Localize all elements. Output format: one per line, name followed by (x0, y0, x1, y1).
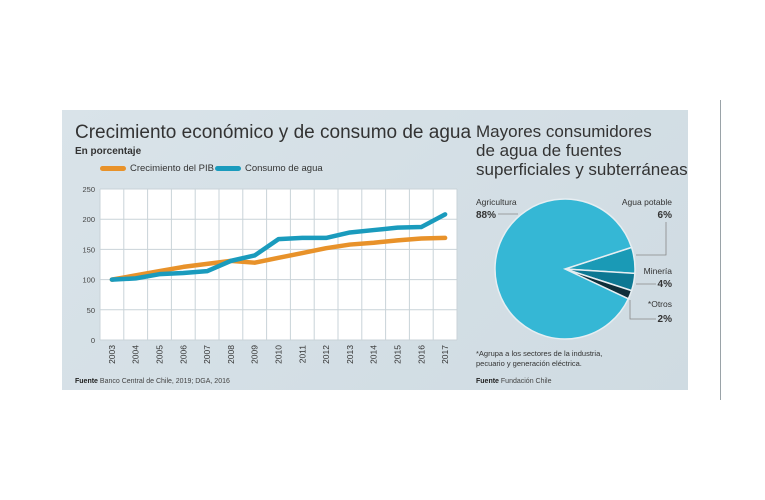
plot-area (100, 189, 457, 340)
legend-swatch-pib (100, 166, 126, 171)
pie-label: *Otros (648, 299, 672, 309)
pie-value: 2% (658, 314, 673, 325)
divider (720, 100, 721, 400)
x-tick-label: 2017 (440, 345, 450, 364)
line-chart-source: Fuente Banco Central de Chile, 2019; DGA… (75, 378, 230, 385)
title-line: de agua de fuentes (476, 141, 622, 160)
source-label: Fuente (476, 378, 499, 385)
x-tick-label: 2015 (393, 345, 403, 364)
title-line: Mayores consumidores (476, 122, 652, 141)
legend-swatch-agua (215, 166, 241, 171)
x-tick-label: 2008 (226, 345, 236, 364)
y-tick-label: 150 (82, 245, 95, 254)
line-chart-title: Crecimiento económico y de consumo de ag… (75, 122, 472, 143)
x-tick-label: 2007 (202, 345, 212, 364)
pie-value: 6% (658, 210, 673, 221)
legend-pib: Crecimiento del PIB (100, 163, 214, 174)
pie-value: 4% (658, 279, 673, 290)
x-tick-label: 2011 (297, 345, 307, 364)
y-tick-label: 0 (91, 336, 95, 345)
y-tick-label: 250 (82, 185, 95, 194)
pie-value: 88% (476, 210, 496, 221)
line-chart-subtitle: En porcentaje (75, 146, 142, 157)
pie-chart-source: Fuente Fundación Chile (476, 378, 552, 385)
y-tick-label: 200 (82, 215, 95, 224)
y-tick-label: 50 (87, 306, 95, 315)
pie-label: Agua potable (622, 197, 672, 207)
x-tick-label: 2009 (250, 345, 260, 364)
pie-slice-agricultura (494, 198, 633, 340)
leader-line (629, 300, 656, 320)
source-label: Fuente (75, 378, 98, 385)
y-tick-label: 100 (82, 276, 95, 285)
leader-line (636, 222, 667, 256)
x-tick-label: 2005 (155, 345, 165, 364)
legend-label: Consumo de agua (245, 163, 323, 174)
x-tick-label: 2012 (321, 345, 331, 364)
x-tick-label: 2013 (345, 345, 355, 364)
legend-agua: Consumo de agua (215, 163, 323, 174)
pie-note: *Agrupa a los sectores de la industria, … (476, 349, 603, 368)
legend-label: Crecimiento del PIB (130, 163, 214, 174)
pie-chart-title: Mayores consumidores de agua de fuentes … (476, 122, 696, 179)
x-tick-label: 2014 (369, 345, 379, 364)
x-tick-label: 2006 (178, 345, 188, 364)
title-line: superficiales y subterráneas (476, 160, 688, 179)
x-tick-label: 2016 (416, 345, 426, 364)
pie-label: Agricultura (476, 197, 517, 207)
x-tick-label: 2003 (107, 345, 117, 364)
x-tick-label: 2010 (274, 345, 284, 364)
source-text: Banco Central de Chile, 2019; DGA, 2016 (99, 378, 230, 385)
pie-label: Minería (644, 266, 673, 276)
source-text: Fundación Chile (500, 378, 552, 385)
x-tick-label: 2004 (131, 345, 141, 364)
